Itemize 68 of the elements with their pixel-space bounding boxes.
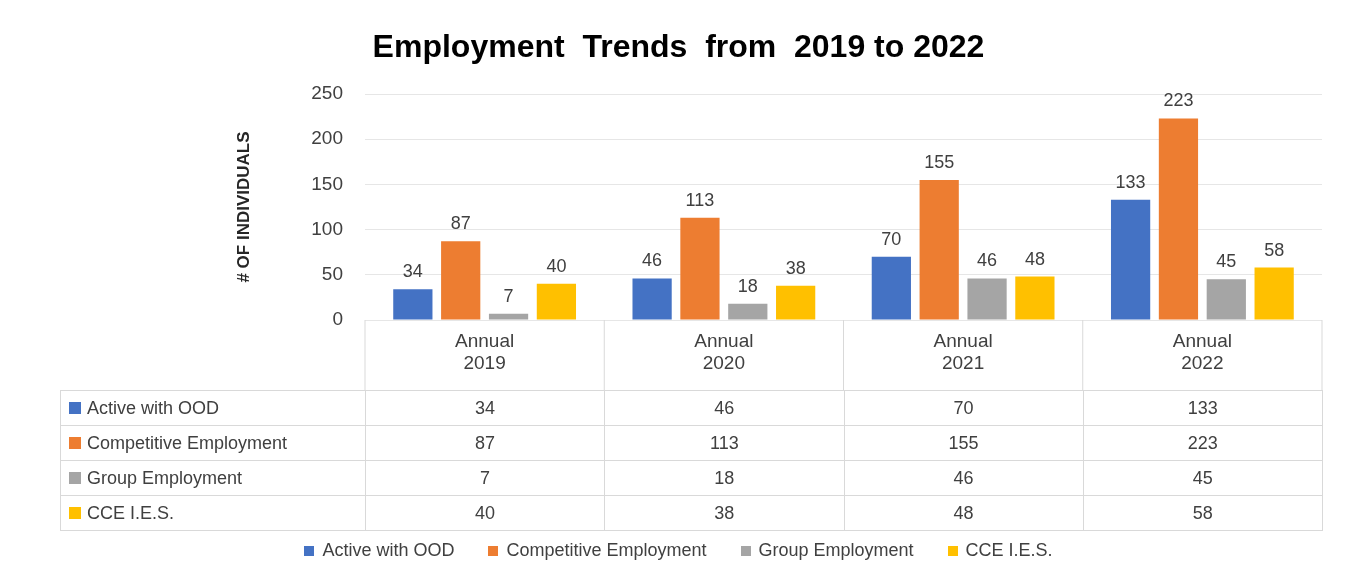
x-tick-label: Annual 2019 [455,329,515,374]
annotation: 38 [785,257,806,278]
annotation: 46 [642,250,663,271]
legend-label: Group Employment [758,540,914,561]
legend-label: Active with OOD [60,390,366,426]
bar [1254,267,1294,320]
annotation: 223 [1163,90,1194,111]
data-label: 113 [604,425,844,461]
bar [1015,276,1055,320]
y-axis-title: # OF INDIVIDUALS [233,131,253,283]
x-tick-label: Annual 2021 [933,329,993,374]
bar [632,278,672,320]
data-label: 46 [844,460,1084,496]
annotation: 18 [737,275,758,296]
bar [1110,199,1151,320]
annotation: 70 [881,228,902,249]
annotation: 113 [685,189,715,210]
y-tick-label: 200 [311,127,343,149]
annotation: 34 [402,261,423,282]
annotation: 48 [1024,248,1045,269]
bar [728,303,768,320]
text: CCE I.E.S. [87,502,175,523]
annotation: 58 [1264,239,1285,260]
annotation: 133 [1115,171,1146,192]
data-label: 34 [365,390,605,426]
bar [967,278,1007,320]
y-tick-label: 250 [311,82,343,104]
annotation: 40 [546,255,567,276]
text: Group Employment [87,467,243,488]
bar [488,313,529,320]
annotation: 45 [1216,251,1237,272]
y-tick-label: 100 [311,217,343,239]
bar [680,217,720,320]
bar [393,289,433,320]
bar [1158,118,1199,320]
y-tick-label: 150 [311,172,343,194]
data-label: 48 [844,495,1084,531]
data-label: 155 [844,425,1084,461]
data-label: 223 [1083,425,1323,461]
legend-label: CCE I.E.S. [965,540,1053,561]
data-label: 38 [604,495,844,531]
annotation: 46 [977,250,998,271]
data-label: 133 [1083,390,1323,426]
text: Competitive Employment [506,540,707,560]
text: Active with OOD [322,540,455,560]
x-tick-label: Annual 2020 [694,329,754,374]
data-label: 87 [365,425,605,461]
data-label: 40 [365,495,605,531]
annotation: 7 [503,285,514,306]
data-label: 46 [604,390,844,426]
data-label: 18 [604,460,844,496]
data-label: 7 [365,460,605,496]
x-tick-label: Annual 2022 [1172,329,1232,374]
bar [776,285,816,320]
data-label: 45 [1083,460,1323,496]
y-tick-label: 0 [332,308,343,330]
bar [919,179,959,320]
data-label: 70 [844,390,1084,426]
bar [441,241,481,320]
chart-title: Employment Trends from 2019 to 2022 [371,28,986,65]
legend-label: Competitive Employment [60,425,366,461]
bar [871,256,911,320]
annotation: 155 [924,151,955,172]
bar [1206,279,1246,320]
y-tick-label: 50 [321,263,343,285]
bar [536,283,577,320]
annotation: 87 [450,213,471,234]
data-label: 58 [1083,495,1323,531]
